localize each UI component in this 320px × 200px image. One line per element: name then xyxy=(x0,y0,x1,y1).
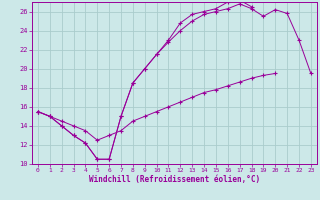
X-axis label: Windchill (Refroidissement éolien,°C): Windchill (Refroidissement éolien,°C) xyxy=(89,175,260,184)
